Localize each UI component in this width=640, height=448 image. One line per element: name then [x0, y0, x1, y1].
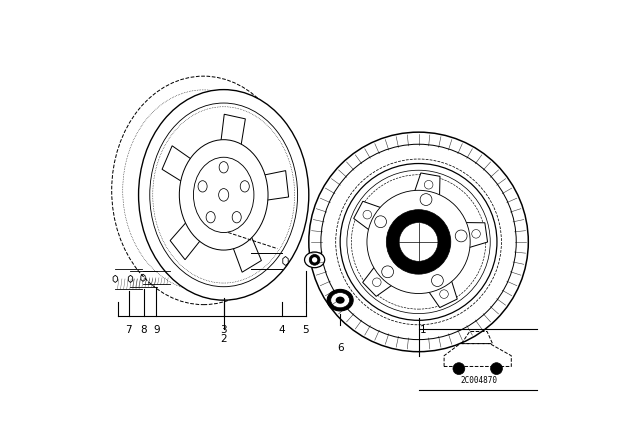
Ellipse shape — [440, 290, 448, 298]
Ellipse shape — [305, 252, 324, 267]
Polygon shape — [251, 171, 289, 202]
Ellipse shape — [139, 90, 309, 300]
Polygon shape — [162, 146, 203, 189]
Ellipse shape — [232, 211, 241, 223]
Ellipse shape — [198, 181, 207, 192]
Ellipse shape — [420, 194, 432, 206]
Polygon shape — [363, 264, 395, 297]
Ellipse shape — [372, 278, 381, 287]
Text: 2C004870: 2C004870 — [461, 376, 497, 385]
Ellipse shape — [150, 103, 298, 287]
Text: 3: 3 — [220, 325, 227, 335]
Polygon shape — [354, 201, 385, 232]
Circle shape — [312, 257, 317, 263]
Circle shape — [453, 363, 465, 375]
Ellipse shape — [219, 162, 228, 173]
Text: 1: 1 — [420, 325, 426, 335]
Circle shape — [309, 254, 320, 265]
Text: 5: 5 — [302, 325, 309, 335]
Ellipse shape — [179, 140, 268, 250]
Text: 6: 6 — [337, 343, 344, 353]
Text: 9: 9 — [153, 325, 160, 335]
Circle shape — [399, 223, 438, 261]
Ellipse shape — [455, 230, 467, 242]
Text: 2: 2 — [220, 334, 227, 344]
Ellipse shape — [336, 297, 345, 304]
Ellipse shape — [363, 211, 372, 219]
Ellipse shape — [472, 229, 481, 238]
Polygon shape — [427, 277, 457, 308]
Text: 7: 7 — [125, 325, 132, 335]
Ellipse shape — [381, 266, 394, 278]
Ellipse shape — [206, 211, 215, 223]
Ellipse shape — [347, 170, 490, 314]
Ellipse shape — [424, 181, 433, 189]
Ellipse shape — [193, 157, 254, 233]
Ellipse shape — [240, 181, 250, 192]
Ellipse shape — [331, 293, 349, 308]
Text: 4: 4 — [278, 325, 285, 335]
Polygon shape — [413, 173, 440, 199]
Circle shape — [367, 190, 470, 293]
Polygon shape — [461, 223, 488, 249]
Circle shape — [387, 210, 451, 274]
Polygon shape — [227, 221, 261, 272]
Text: 8: 8 — [141, 325, 147, 335]
Ellipse shape — [321, 144, 516, 340]
Ellipse shape — [374, 216, 387, 228]
Ellipse shape — [327, 289, 353, 311]
Polygon shape — [219, 114, 245, 162]
Ellipse shape — [340, 164, 497, 320]
Ellipse shape — [431, 275, 444, 286]
Polygon shape — [170, 211, 210, 260]
Ellipse shape — [219, 189, 228, 201]
Circle shape — [491, 363, 502, 375]
Ellipse shape — [309, 132, 528, 352]
